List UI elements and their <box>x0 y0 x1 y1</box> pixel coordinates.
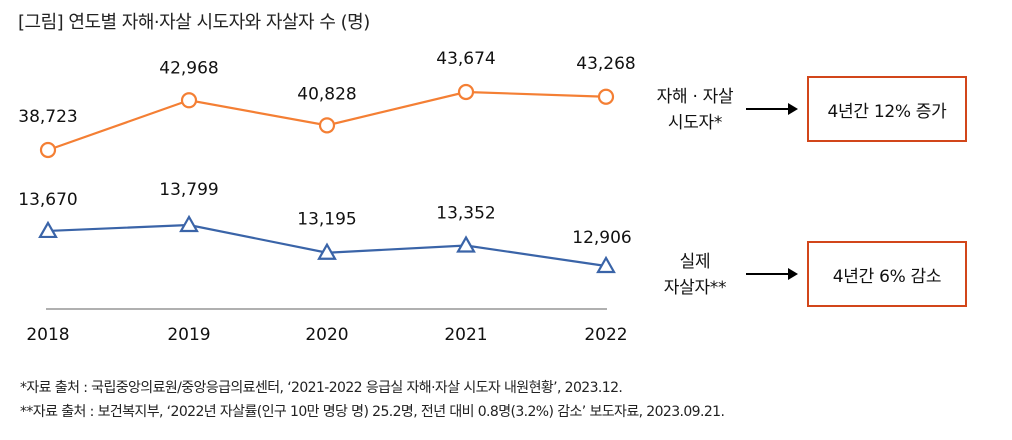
series-label-attempts-line1: 자해 · 자살 <box>656 87 734 107</box>
callout-decrease-text: 4년간 6% 감소 <box>832 266 942 287</box>
data-point-triangle <box>456 235 476 253</box>
x-tick-label: 2020 <box>305 325 348 345</box>
callout-increase-text: 4년간 12% 증가 <box>827 101 947 122</box>
data-label: 13,670 <box>18 190 77 210</box>
data-point-triangle <box>596 255 616 274</box>
callout-decrease: 4년간 6% 감소 <box>807 241 967 307</box>
data-point-circle <box>318 117 336 134</box>
callout-increase: 4년간 12% 증가 <box>807 76 967 142</box>
series-label-attempts: 자해 · 자살 시도자* <box>640 84 750 136</box>
data-point-circle <box>597 88 615 105</box>
data-label: 13,195 <box>297 210 356 230</box>
arrow-icon <box>746 103 798 115</box>
data-label: 38,723 <box>18 107 77 127</box>
arrow-icon <box>746 268 798 280</box>
source-note-2: **자료 출처 : 보건복지부, ‘2022년 자살률(인구 10만 명당 명)… <box>20 404 725 420</box>
data-label: 13,799 <box>159 180 218 200</box>
data-point-circle <box>39 141 57 159</box>
x-tick-label: 2018 <box>26 325 69 345</box>
source-note-1: *자료 출처 : 국립중앙의료원/중앙응급의료센터, ‘2021-2022 응급… <box>20 380 623 396</box>
data-point-triangle <box>179 214 199 233</box>
series-label-attempts-line2: 시도자* <box>667 113 723 133</box>
series-label-suicides-line2: 자살자** <box>663 278 727 298</box>
x-tick-label: 2022 <box>584 325 627 345</box>
data-point-circle <box>457 83 475 101</box>
data-point-triangle <box>38 220 58 239</box>
data-point-circle <box>180 92 198 109</box>
data-label: 12,906 <box>572 228 631 248</box>
series-label-suicides: 실제 자살자** <box>640 249 750 301</box>
data-point-triangle <box>317 242 337 260</box>
x-tick-label: 2019 <box>167 325 210 345</box>
series-label-suicides-line1: 실제 <box>679 252 711 272</box>
x-tick-label: 2021 <box>444 325 487 345</box>
data-label: 43,674 <box>436 49 495 69</box>
data-label: 13,352 <box>436 204 495 224</box>
data-label: 42,968 <box>159 58 218 78</box>
data-label: 40,828 <box>297 84 356 104</box>
chart-title: [그림] 연도별 자해·자살 시도자와 자살자 수 (명) <box>18 12 370 33</box>
data-label: 43,268 <box>576 54 635 74</box>
source-notes: *자료 출처 : 국립중앙의료원/중앙응급의료센터, ‘2021-2022 응급… <box>20 376 725 424</box>
